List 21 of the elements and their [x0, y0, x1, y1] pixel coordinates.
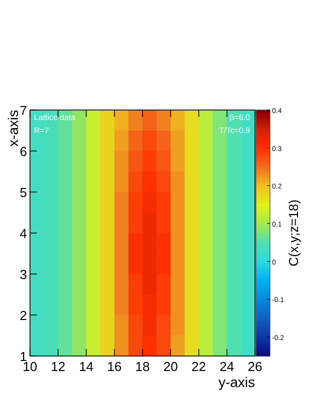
color-bar-title: C(x,y;z=18) [286, 200, 301, 266]
y-tick-label: 6 [20, 144, 27, 159]
x-tick-label: 16 [107, 359, 122, 374]
y-tick-label: 2 [20, 308, 27, 323]
x-axis-title: y-axis [218, 374, 255, 390]
x-tick-label: 18 [135, 359, 150, 374]
x-tick-label: 14 [79, 359, 94, 374]
x-tick-label: 12 [50, 359, 66, 374]
y-tick-label: 3 [20, 267, 27, 282]
annotation: Lattice data [34, 113, 76, 122]
x-tick-label: 24 [220, 359, 234, 374]
annotation: T/Tc=0.9 [219, 126, 251, 135]
annotation: β=6.0 [230, 113, 251, 122]
y-tick-label: 5 [20, 185, 27, 200]
y-tick-label: 4 [20, 226, 27, 241]
x-tick-label: 22 [192, 359, 206, 374]
y-axis-title: x-axis [5, 110, 21, 147]
x-tick-label: 20 [163, 359, 178, 374]
y-tick-label: 7 [20, 103, 27, 118]
x-tick-label: 26 [248, 359, 262, 374]
annotation: R=7 [34, 126, 50, 135]
